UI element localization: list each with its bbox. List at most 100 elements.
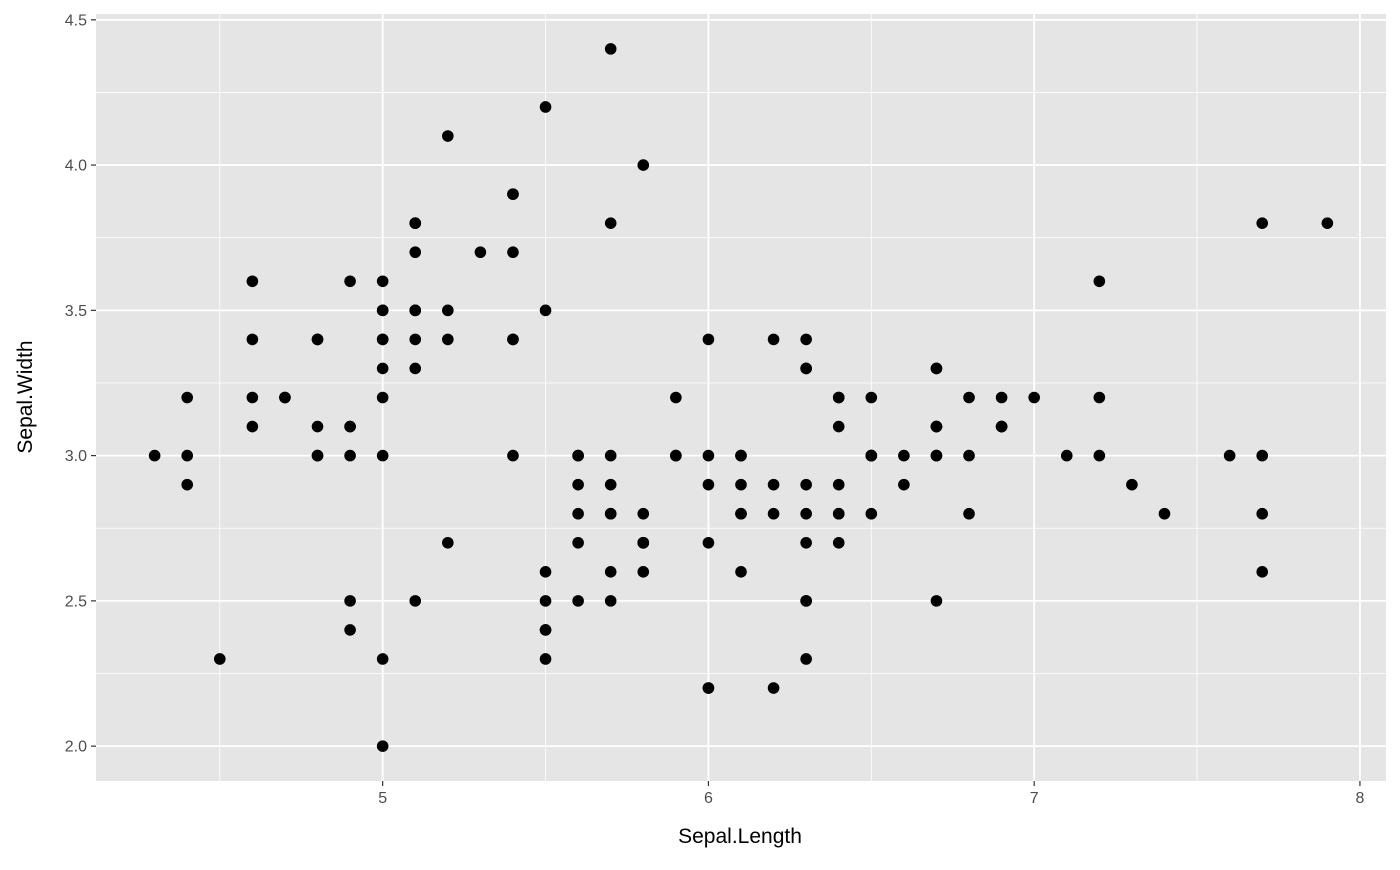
data-point [572, 536, 584, 549]
data-point [1028, 391, 1040, 404]
data-point [604, 43, 617, 55]
data-point [767, 478, 780, 491]
data-point [311, 420, 324, 433]
data-point [409, 595, 422, 607]
data-point [604, 507, 617, 520]
data-point [539, 624, 552, 636]
data-point [800, 478, 812, 491]
data-point [995, 391, 1008, 404]
data-point [702, 449, 715, 462]
data-point [800, 595, 812, 607]
data-point [409, 333, 422, 346]
data-point [735, 449, 747, 462]
data-point [507, 333, 519, 346]
y-tick-label: 3.0 [65, 448, 87, 465]
x-axis-title: Sepal.Length [678, 825, 802, 848]
data-point [963, 391, 975, 404]
y-axis-title: Sepal.Width [14, 340, 37, 453]
data-point [376, 362, 389, 375]
data-point [898, 478, 910, 491]
data-points [148, 43, 1334, 752]
data-point [1223, 449, 1236, 462]
data-point [539, 595, 552, 607]
data-point [735, 566, 747, 578]
data-point [148, 449, 161, 462]
data-point [572, 507, 584, 520]
x-tick-label: 8 [1355, 790, 1364, 807]
data-point [246, 333, 259, 346]
data-point [539, 566, 552, 578]
data-point [409, 362, 422, 375]
data-point [604, 566, 617, 578]
data-point [539, 101, 552, 113]
y-axis: 2.0 2.5 3.0 3.5 4.0 4.5 [65, 12, 96, 756]
data-point [572, 478, 584, 491]
data-point [344, 449, 356, 462]
data-point [604, 478, 617, 491]
data-point [474, 246, 487, 259]
data-point [735, 478, 747, 491]
data-point [246, 391, 259, 404]
data-point [800, 507, 812, 520]
y-tick-label: 3.5 [65, 303, 87, 320]
data-point [832, 420, 845, 433]
data-point [637, 536, 650, 549]
data-point [963, 449, 975, 462]
data-point [181, 449, 194, 462]
data-point [376, 653, 389, 665]
data-point [702, 682, 715, 694]
data-point [637, 507, 650, 520]
data-point [637, 566, 650, 578]
data-point [409, 246, 422, 259]
data-point [637, 159, 650, 171]
data-point [800, 536, 812, 549]
data-point [311, 333, 324, 346]
data-point [1093, 449, 1106, 462]
data-point [344, 275, 356, 288]
data-point [442, 536, 454, 549]
data-point [181, 478, 194, 491]
data-point [1256, 449, 1269, 462]
data-point [539, 653, 552, 665]
data-point [963, 507, 975, 520]
data-point [442, 130, 454, 142]
data-point [246, 420, 259, 433]
data-point [572, 595, 584, 607]
data-point [1256, 217, 1269, 229]
data-point [344, 624, 356, 636]
data-point [442, 304, 454, 317]
data-point [376, 275, 389, 288]
data-point [539, 304, 552, 317]
data-point [1060, 449, 1073, 462]
data-point [702, 478, 715, 491]
data-point [832, 536, 845, 549]
data-point [376, 449, 389, 462]
data-point [702, 333, 715, 346]
data-point [604, 217, 617, 229]
data-point [1126, 478, 1138, 491]
data-point [865, 449, 878, 462]
data-point [376, 740, 389, 752]
data-point [604, 449, 617, 462]
data-point [311, 449, 324, 462]
data-point [213, 653, 226, 665]
data-point [344, 595, 356, 607]
data-point [832, 478, 845, 491]
data-point [279, 391, 291, 404]
data-point [1256, 507, 1269, 520]
data-point [767, 682, 780, 694]
data-point [409, 304, 422, 317]
data-point [1256, 566, 1269, 578]
data-point [930, 420, 943, 433]
data-point [800, 333, 812, 346]
data-point [800, 362, 812, 375]
data-point [376, 333, 389, 346]
data-point [344, 420, 356, 433]
x-tick-label: 5 [378, 790, 387, 807]
data-point [800, 653, 812, 665]
data-point [767, 333, 780, 346]
data-point [409, 217, 422, 229]
data-point [507, 449, 519, 462]
data-point [670, 391, 682, 404]
data-point [442, 333, 454, 346]
